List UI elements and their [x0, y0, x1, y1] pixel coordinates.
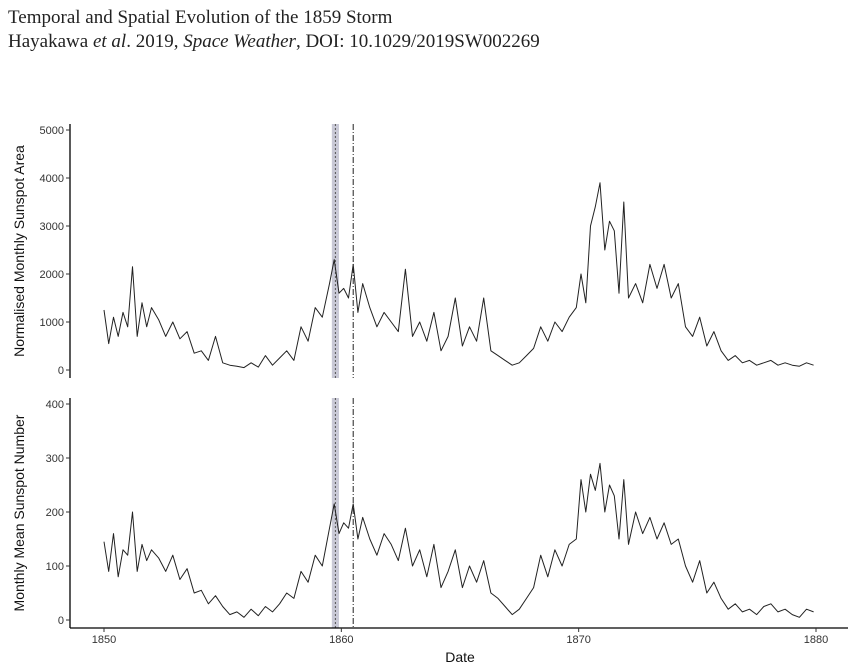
x-tick-label: 1880 [804, 634, 828, 646]
x-tick-label: 1850 [92, 634, 116, 646]
series-line-sunspot-area [103, 182, 814, 369]
y-tick-label: 0 [58, 365, 64, 377]
y-axis-label: Normalised Monthly Sunspot Area [11, 145, 27, 357]
storm-shaded-band [331, 124, 339, 378]
y-tick-label: 3000 [40, 221, 64, 233]
y-axis-label: Monthly Mean Sunspot Number [11, 414, 27, 611]
y-tick-label: 5000 [40, 125, 64, 137]
x-tick-label: 1860 [329, 634, 353, 646]
y-tick-label: 100 [46, 561, 64, 573]
header-citation: Hayakawa et al. 2019, Space Weather, DOI… [8, 31, 540, 52]
x-tick-label: 1870 [566, 634, 590, 646]
y-tick-label: 400 [46, 399, 64, 411]
y-tick-label: 300 [46, 453, 64, 465]
y-tick-label: 0 [58, 615, 64, 627]
header-title: Temporal and Spatial Evolution of the 18… [8, 7, 393, 28]
y-tick-label: 2000 [40, 269, 64, 281]
y-tick-label: 1000 [40, 317, 64, 329]
x-axis-label: Date [445, 649, 475, 665]
figure-header: Temporal and Spatial Evolution of the 18… [8, 6, 540, 54]
y-tick-label: 4000 [40, 173, 64, 185]
y-tick-label: 200 [46, 507, 64, 519]
series-line-sunspot-number [103, 462, 814, 618]
